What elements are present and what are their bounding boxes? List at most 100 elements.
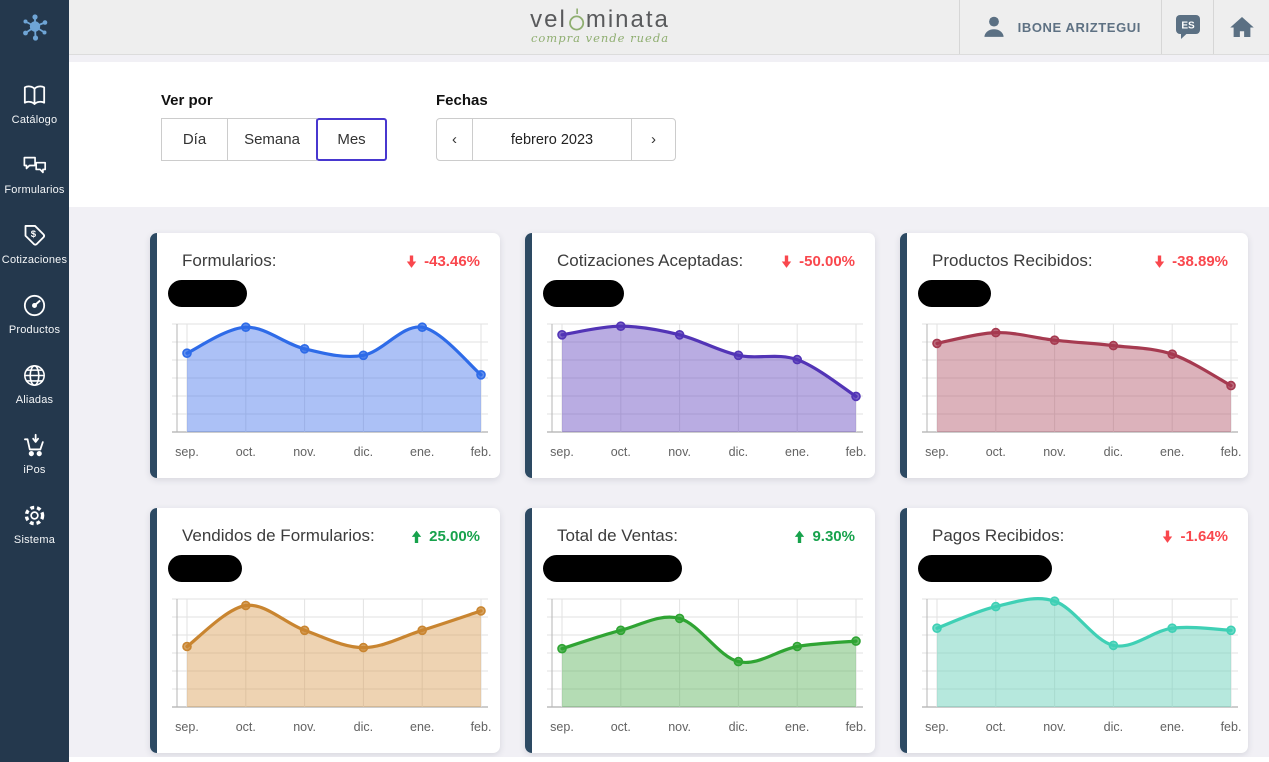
trend-indicator: 9.30% (792, 528, 859, 545)
svg-text:oct.: oct. (236, 720, 256, 734)
svg-text:nov.: nov. (668, 720, 691, 734)
next-month-button[interactable]: › (631, 118, 676, 161)
change-percent: -50.00% (799, 253, 855, 270)
area-chart: sep. oct. nov. dic. ene. feb. (545, 319, 866, 474)
svg-text:oct.: oct. (986, 720, 1006, 734)
trend-down-icon (1163, 529, 1173, 543)
svg-text:nov.: nov. (1043, 720, 1066, 734)
area-chart: sep. oct. nov. dic. ene. feb. (170, 319, 491, 474)
metric-card: Formularios: -43.46% sep. oct. nov. dic. ene. f… (150, 233, 500, 478)
view-day-button[interactable]: Día (161, 118, 228, 161)
trend-indicator: -50.00% (779, 253, 859, 270)
logo-tagline: compra vende rueda (530, 31, 670, 45)
gauge-icon (23, 294, 46, 317)
svg-text:ene.: ene. (410, 720, 434, 734)
svg-text:sep.: sep. (175, 445, 199, 459)
sidebar-item-ipos[interactable]: iPos (0, 419, 69, 489)
svg-text:dic.: dic. (729, 445, 748, 459)
logo-text-right: minata (585, 6, 670, 33)
gear-icon (24, 505, 45, 526)
language-selector[interactable]: ES (1161, 0, 1213, 54)
svg-text:oct.: oct. (236, 445, 256, 459)
sidebar-item-label: Formularios (4, 184, 65, 196)
home-button[interactable] (1213, 0, 1269, 54)
svg-text:sep.: sep. (175, 720, 199, 734)
svg-text:dic.: dic. (354, 720, 373, 734)
svg-text:dic.: dic. (1104, 720, 1123, 734)
sidebar-item-aliadas[interactable]: Aliadas (0, 349, 69, 419)
prev-month-button[interactable]: ‹ (436, 118, 473, 161)
svg-text:ene.: ene. (410, 445, 434, 459)
svg-text:feb.: feb. (846, 720, 867, 734)
card-title: Total de Ventas: (557, 526, 678, 545)
brand-logo[interactable]: vel minata compra vende rueda (530, 6, 670, 45)
card-title: Formularios: (182, 251, 277, 270)
network-logo-icon (22, 13, 47, 41)
metric-card: Total de Ventas: 9.30% sep. oct. nov. dic. ene… (525, 508, 875, 753)
sidebar: Catálogo Formularios $ Cotizaciones Prod… (0, 0, 69, 762)
sidebar-item-cotizaciones[interactable]: $ Cotizaciones (0, 209, 69, 279)
redacted-value (918, 280, 991, 307)
language-bubble-icon: ES (1175, 15, 1200, 39)
area-chart: sep. oct. nov. dic. ene. feb. (545, 594, 866, 749)
svg-text:sep.: sep. (925, 720, 949, 734)
redacted-value (168, 555, 242, 582)
sidebar-item-label: iPos (23, 464, 46, 476)
sidebar-item-label: Catálogo (11, 114, 58, 126)
svg-text:feb.: feb. (471, 445, 492, 459)
card-title: Vendidos de Formularios: (182, 526, 375, 545)
svg-text:dic.: dic. (354, 445, 373, 459)
app-logo[interactable] (0, 0, 69, 55)
sidebar-item-sistema[interactable]: Sistema (0, 489, 69, 559)
bottom-strip (0, 757, 1269, 762)
view-by-label: Ver por (161, 92, 213, 109)
metric-card: Vendidos de Formularios: 25.00% sep. oct. no… (150, 508, 500, 753)
redacted-value (168, 280, 247, 307)
svg-text:feb.: feb. (846, 445, 867, 459)
trend-indicator: -1.64% (1160, 528, 1232, 545)
metric-card: Cotizaciones Aceptadas: -50.00% sep. oct. no… (525, 233, 875, 478)
dashboard-cards-grid: Formularios: -43.46% sep. oct. nov. dic. ene. f… (150, 233, 1248, 753)
trend-indicator: 25.00% (409, 528, 484, 545)
view-by-segmented-control: Día Semana Mes (161, 118, 387, 161)
user-menu[interactable]: IBONE ARIZTEGUI (958, 0, 1161, 54)
trend-up-icon (411, 530, 422, 543)
sidebar-item-label: Sistema (13, 534, 56, 546)
svg-text:sep.: sep. (925, 445, 949, 459)
svg-text:ES: ES (1181, 21, 1195, 32)
view-week-button[interactable]: Semana (227, 118, 317, 161)
redacted-value (543, 280, 624, 307)
trend-down-icon (781, 254, 792, 268)
sidebar-item-label: Productos (8, 324, 61, 336)
metric-card: Productos Recibidos: -38.89% sep. oct. nov. d… (900, 233, 1248, 478)
filter-panel: Ver por Día Semana Mes Fechas ‹ febrero … (69, 62, 1269, 207)
svg-text:dic.: dic. (729, 720, 748, 734)
change-percent: -1.64% (1180, 528, 1228, 545)
current-period-label[interactable]: febrero 2023 (472, 118, 632, 161)
cart-download-icon (24, 433, 44, 457)
svg-text:oct.: oct. (986, 445, 1006, 459)
logo-text-left: vel (530, 6, 567, 33)
svg-text:ene.: ene. (785, 720, 809, 734)
svg-text:$: $ (31, 229, 37, 240)
svg-text:feb.: feb. (471, 720, 492, 734)
view-month-button[interactable]: Mes (316, 118, 387, 161)
sidebar-item-formularios[interactable]: Formularios (0, 139, 69, 209)
redacted-value (543, 555, 682, 582)
trend-indicator: -38.89% (1152, 253, 1232, 270)
svg-text:nov.: nov. (668, 445, 691, 459)
sidebar-item-productos[interactable]: Productos (0, 279, 69, 349)
user-icon (984, 16, 1004, 37)
area-chart: sep. oct. nov. dic. ene. feb. (920, 319, 1241, 474)
svg-text:ene.: ene. (1160, 445, 1184, 459)
svg-text:ene.: ene. (1160, 720, 1184, 734)
dates-group: Fechas ‹ febrero 2023 › (436, 92, 676, 207)
svg-text:sep.: sep. (550, 445, 574, 459)
metric-card: Pagos Recibidos: -1.64% sep. oct. nov. dic. en… (900, 508, 1248, 753)
svg-text:nov.: nov. (1043, 445, 1066, 459)
sidebar-item-label: Cotizaciones (1, 254, 68, 266)
area-chart: sep. oct. nov. dic. ene. feb. (170, 594, 491, 749)
card-title: Pagos Recibidos: (932, 526, 1065, 545)
svg-text:feb.: feb. (1221, 445, 1242, 459)
sidebar-item-catalogo[interactable]: Catálogo (0, 69, 69, 139)
